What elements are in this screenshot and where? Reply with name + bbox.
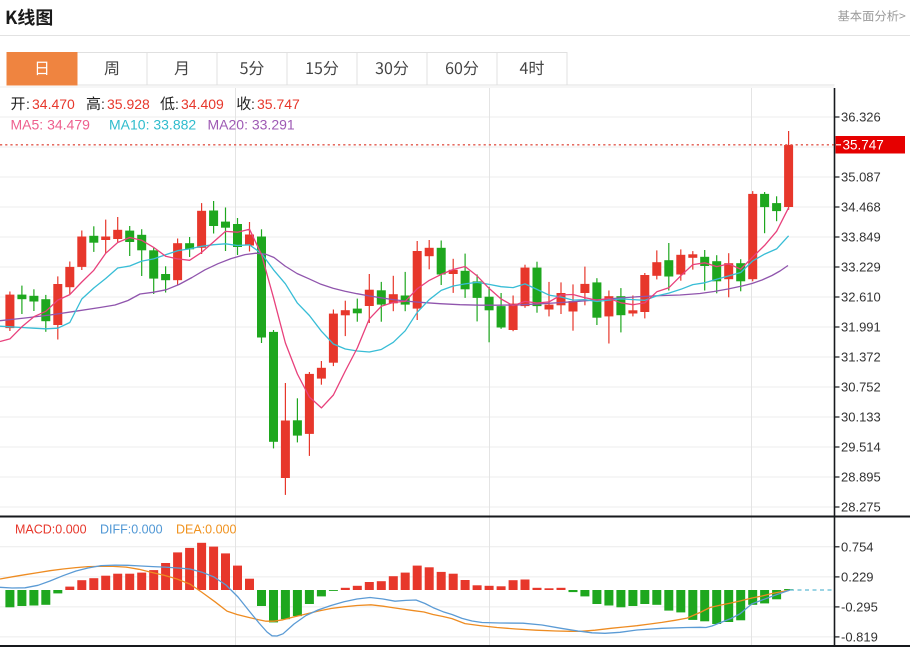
svg-text:DIFF:0.000: DIFF:0.000	[100, 523, 163, 537]
svg-text:33.849: 33.849	[841, 230, 881, 245]
svg-text:MA20: 33.291: MA20: 33.291	[208, 117, 295, 133]
svg-text:0.229: 0.229	[841, 569, 874, 584]
svg-text::: :	[101, 96, 105, 112]
svg-text::: :	[175, 96, 179, 112]
svg-text:MA10: 33.882: MA10: 33.882	[109, 117, 196, 133]
svg-text:MACD:0.000: MACD:0.000	[15, 523, 87, 537]
svg-text:31.991: 31.991	[841, 320, 881, 335]
svg-text:DEA:0.000: DEA:0.000	[176, 523, 237, 537]
svg-text:29.514: 29.514	[841, 440, 881, 455]
svg-text:30.752: 30.752	[841, 380, 881, 395]
svg-text:35.928: 35.928	[107, 96, 150, 112]
svg-text:-0.819: -0.819	[841, 629, 878, 644]
svg-text::: :	[251, 96, 255, 112]
svg-text:34.470: 34.470	[32, 96, 75, 112]
svg-text::: :	[26, 96, 30, 112]
svg-text:35.747: 35.747	[257, 96, 300, 112]
svg-text:34.468: 34.468	[841, 200, 881, 215]
svg-text:33.229: 33.229	[841, 260, 881, 275]
svg-text:31.372: 31.372	[841, 350, 881, 365]
svg-text:0.754: 0.754	[841, 539, 874, 554]
svg-text:36.326: 36.326	[841, 110, 881, 125]
svg-text:28.895: 28.895	[841, 470, 881, 485]
svg-text:32.610: 32.610	[841, 290, 881, 305]
svg-text:-0.295: -0.295	[841, 599, 878, 614]
svg-text:34.409: 34.409	[181, 96, 224, 112]
svg-text:35.747: 35.747	[843, 138, 884, 153]
svg-text:28.275: 28.275	[841, 500, 881, 515]
svg-text:35.087: 35.087	[841, 170, 881, 185]
svg-text:30.133: 30.133	[841, 410, 881, 425]
svg-text:MA5: 34.479: MA5: 34.479	[11, 117, 91, 133]
